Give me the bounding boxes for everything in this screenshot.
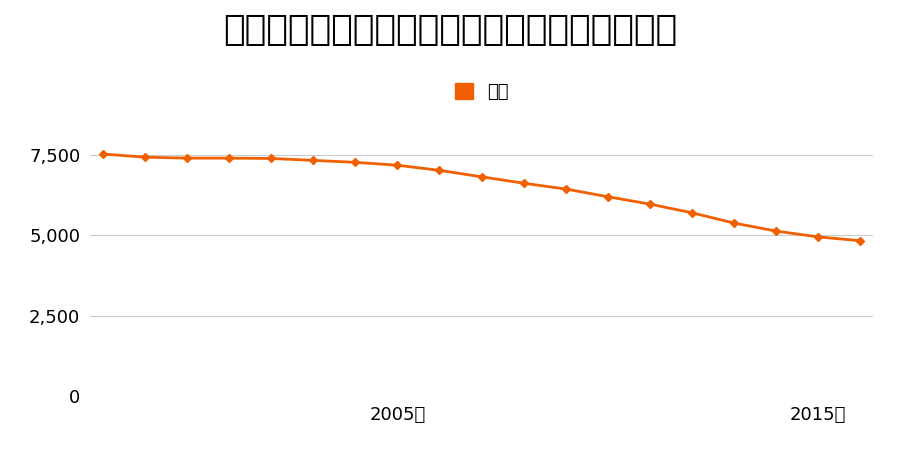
Text: 北海道上川郡愛別町宇南町７番１４の地価推移: 北海道上川郡愛別町宇南町７番１４の地価推移 xyxy=(223,14,677,48)
Legend: 価格: 価格 xyxy=(447,76,516,108)
